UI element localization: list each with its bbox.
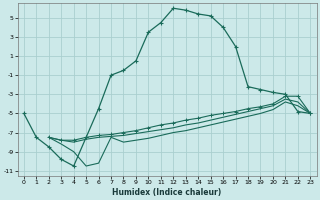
X-axis label: Humidex (Indice chaleur): Humidex (Indice chaleur) bbox=[112, 188, 222, 197]
